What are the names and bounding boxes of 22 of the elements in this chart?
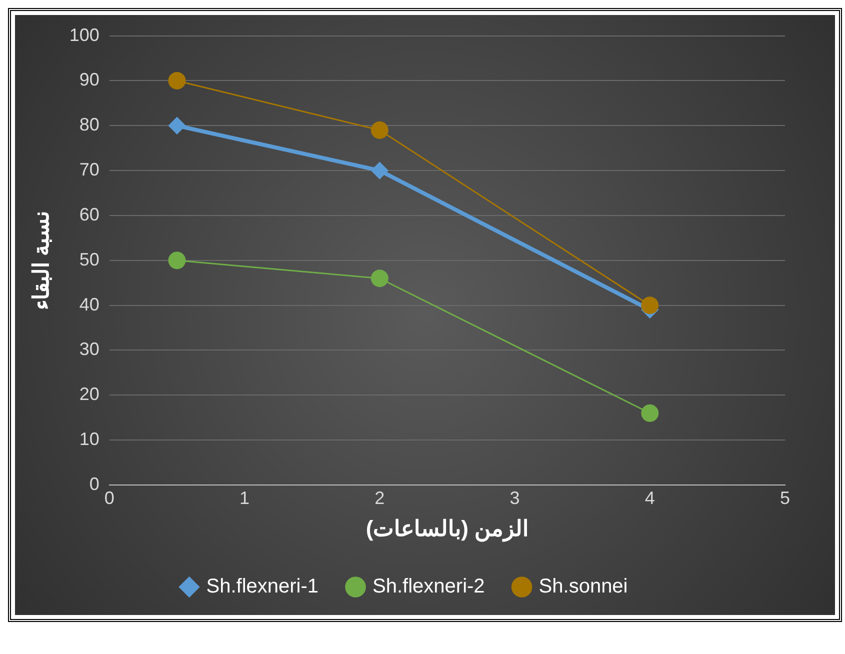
- y-tick-label: 100: [69, 24, 100, 45]
- x-tick-label: 1: [240, 488, 250, 508]
- x-tick-label: 0: [104, 488, 114, 508]
- y-tick-label: 50: [79, 249, 100, 270]
- x-axis-title: الزمن (بالساعات): [366, 516, 529, 542]
- y-tick-label: 60: [79, 204, 100, 224]
- y-tick-label: 90: [79, 70, 100, 90]
- y-tick-label: 40: [79, 294, 100, 314]
- x-tick-label: 5: [780, 488, 790, 508]
- y-tick-label: 10: [79, 429, 100, 450]
- y-tick-label: 30: [79, 339, 100, 360]
- legend-label: Sh.flexneri-1: [206, 576, 319, 598]
- y-tick-label: 70: [79, 160, 100, 180]
- x-tick-label: 4: [644, 488, 655, 508]
- legend-label: Sh.sonnei: [538, 576, 628, 598]
- x-tick-label: 3: [510, 488, 520, 508]
- y-tick-label: 80: [79, 114, 100, 135]
- legend-label: Sh.flexneri-2: [372, 576, 485, 598]
- x-tick-label: 2: [374, 488, 385, 508]
- y-axis-title: نسبة البقاء: [28, 210, 54, 310]
- y-tick-label: 0: [89, 474, 100, 494]
- y-tick-label: 20: [79, 384, 100, 404]
